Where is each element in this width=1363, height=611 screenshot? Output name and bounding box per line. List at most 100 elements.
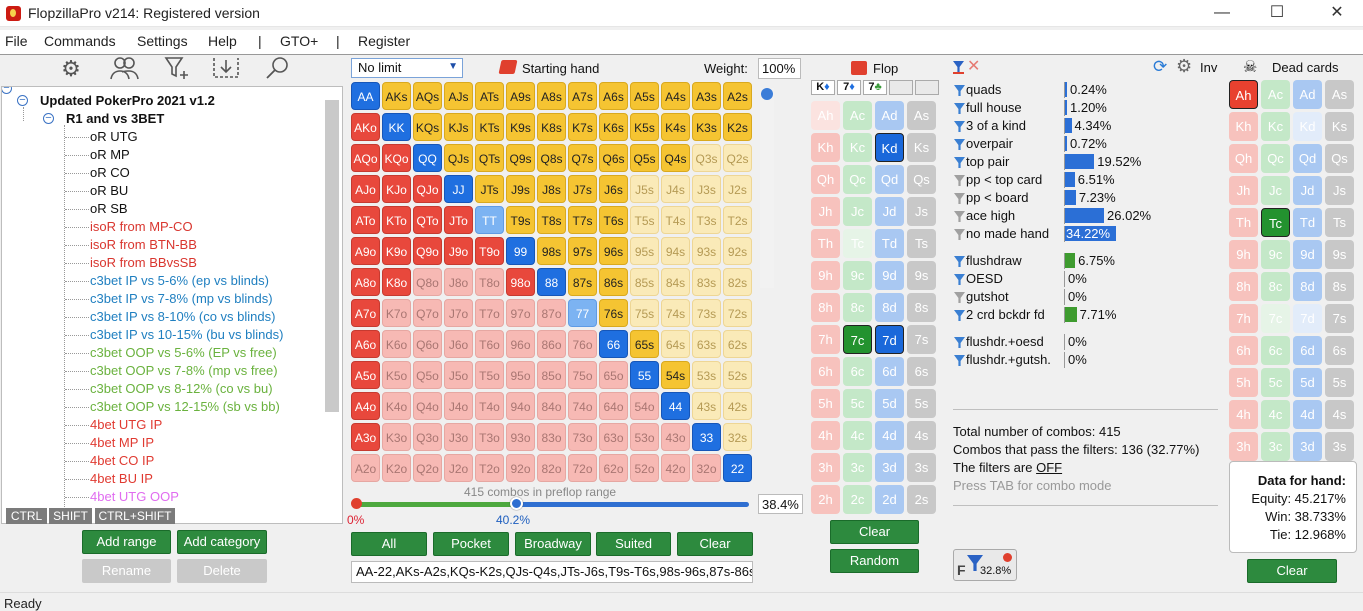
hand-cell[interactable]: K3s	[692, 113, 721, 141]
hand-cell[interactable]: QJo	[413, 175, 442, 203]
suited-button[interactable]: Suited	[596, 532, 671, 556]
hand-cell[interactable]: Q7s	[568, 144, 597, 172]
dead-card[interactable]: Ts	[1325, 208, 1354, 237]
hand-cell[interactable]: K8s	[537, 113, 566, 141]
flop-card[interactable]: As	[907, 101, 936, 130]
hand-cell[interactable]: 76o	[568, 330, 597, 358]
close-button[interactable]: ✕	[1330, 4, 1344, 21]
hand-cell[interactable]: K6s	[599, 113, 628, 141]
menu-commands[interactable]: Commands	[44, 33, 116, 49]
rename-button[interactable]: Rename	[82, 559, 171, 583]
hand-cell[interactable]: T7o	[475, 299, 504, 327]
hand-cell[interactable]: 93o	[506, 423, 535, 451]
dead-card[interactable]: Kc	[1261, 112, 1290, 141]
dead-card[interactable]: 8h	[1229, 272, 1258, 301]
tree-item[interactable]: 4bet MP IP	[90, 435, 155, 450]
hand-cell[interactable]: T4o	[475, 392, 504, 420]
hand-cell[interactable]: T2s	[723, 206, 752, 234]
hand-cell[interactable]: AJs	[444, 82, 473, 110]
menu-settings[interactable]: Settings	[137, 33, 188, 49]
tree-item[interactable]: c3bet IP vs 7-8% (mp vs blinds)	[90, 291, 273, 306]
dead-card[interactable]: 9d	[1293, 240, 1322, 269]
filter-icon[interactable]	[953, 61, 964, 72]
hand-cell[interactable]: J2s	[723, 175, 752, 203]
clear-dead-button[interactable]: Clear	[1247, 559, 1337, 583]
hand-cell[interactable]: K2o	[382, 454, 411, 482]
hand-cell[interactable]: 74o	[568, 392, 597, 420]
dead-card[interactable]: Jc	[1261, 176, 1290, 205]
hand-cell[interactable]: 86s	[599, 268, 628, 296]
hand-cell[interactable]: 83s	[692, 268, 721, 296]
dead-card[interactable]: Ks	[1325, 112, 1354, 141]
slider-right-handle[interactable]	[509, 497, 523, 510]
flop-card[interactable]: 3h	[811, 453, 840, 482]
hand-cell[interactable]: 93s	[692, 237, 721, 265]
dead-card[interactable]: 9s	[1325, 240, 1354, 269]
dead-card[interactable]: Qd	[1293, 144, 1322, 173]
hand-cell[interactable]: 99	[506, 237, 535, 265]
modifier-ctrl[interactable]: CTRL	[6, 508, 47, 524]
hand-cell[interactable]: 97s	[568, 237, 597, 265]
hand-cell[interactable]: ATo	[351, 206, 380, 234]
flop-card[interactable]: 7d	[875, 325, 904, 354]
flop-card[interactable]: 9h	[811, 261, 840, 290]
filter-badge-button[interactable]: F 32.8%	[953, 549, 1017, 581]
hand-cell[interactable]: 87o	[537, 299, 566, 327]
hand-cell[interactable]: T3s	[692, 206, 721, 234]
tree-item[interactable]: isoR from BTN-BB	[90, 237, 197, 252]
hand-cell[interactable]: K4s	[661, 113, 690, 141]
tree-item[interactable]: c3bet IP vs 10-15% (bu vs blinds)	[90, 327, 284, 342]
hand-cell[interactable]: 84s	[661, 268, 690, 296]
flop-card[interactable]: Qd	[875, 165, 904, 194]
slider-value-input[interactable]: 38.4%	[758, 494, 803, 514]
board-slot[interactable]: K♦	[811, 80, 835, 95]
import-icon[interactable]	[211, 55, 241, 83]
hand-cell[interactable]: 92o	[506, 454, 535, 482]
flop-card[interactable]: 3c	[843, 453, 872, 482]
dead-card[interactable]: 8c	[1261, 272, 1290, 301]
hand-cell[interactable]: 94o	[506, 392, 535, 420]
dead-card[interactable]: 6d	[1293, 336, 1322, 365]
collapse-icon[interactable]: −	[17, 95, 28, 106]
flop-card[interactable]: Jh	[811, 197, 840, 226]
flop-card[interactable]: 2h	[811, 485, 840, 514]
tree-item[interactable]: oR CO	[90, 165, 130, 180]
hand-cell[interactable]: J4o	[444, 392, 473, 420]
hand-cell[interactable]: 62s	[723, 330, 752, 358]
dead-card[interactable]: 7s	[1325, 304, 1354, 333]
filter-icon[interactable]	[954, 103, 965, 114]
flop-card[interactable]: Qs	[907, 165, 936, 194]
tree-item[interactable]: 4bet CO IP	[90, 453, 155, 468]
tree-item[interactable]: c3bet IP vs 5-6% (ep vs blinds)	[90, 273, 269, 288]
dead-card[interactable]: Th	[1229, 208, 1258, 237]
hand-cell[interactable]: T7s	[568, 206, 597, 234]
pocket-button[interactable]: Pocket	[433, 532, 509, 556]
hand-cell[interactable]: Q8o	[413, 268, 442, 296]
tree-item[interactable]: oR SB	[90, 201, 128, 216]
board-slot[interactable]	[889, 80, 913, 95]
flop-card[interactable]: Jc	[843, 197, 872, 226]
hand-cell[interactable]: 72s	[723, 299, 752, 327]
dead-card[interactable]: 3d	[1293, 432, 1322, 461]
hand-cell[interactable]: Q6o	[413, 330, 442, 358]
dead-card[interactable]: 6c	[1261, 336, 1290, 365]
flop-card[interactable]: 4s	[907, 421, 936, 450]
users-icon[interactable]	[109, 55, 139, 83]
filter-icon[interactable]	[954, 211, 965, 222]
hand-cell[interactable]: K7o	[382, 299, 411, 327]
flop-card[interactable]: Qc	[843, 165, 872, 194]
hand-cell[interactable]: K8o	[382, 268, 411, 296]
hand-cell[interactable]: AKs	[382, 82, 411, 110]
hand-cell[interactable]: 94s	[661, 237, 690, 265]
dead-card[interactable]: Jd	[1293, 176, 1322, 205]
menu-register[interactable]: Register	[358, 33, 411, 49]
hand-cell[interactable]: ATs	[475, 82, 504, 110]
hand-cell[interactable]: 65o	[599, 361, 628, 389]
dead-card[interactable]: Ad	[1293, 80, 1322, 109]
tree-item[interactable]: c3bet OOP vs 8-12% (co vs bu)	[90, 381, 273, 396]
hand-cell[interactable]: 53o	[630, 423, 659, 451]
hand-cell[interactable]: K5o	[382, 361, 411, 389]
hand-cell[interactable]: K2s	[723, 113, 752, 141]
board-slot[interactable]: 7♦	[837, 80, 861, 95]
hand-cell[interactable]: 43s	[692, 392, 721, 420]
